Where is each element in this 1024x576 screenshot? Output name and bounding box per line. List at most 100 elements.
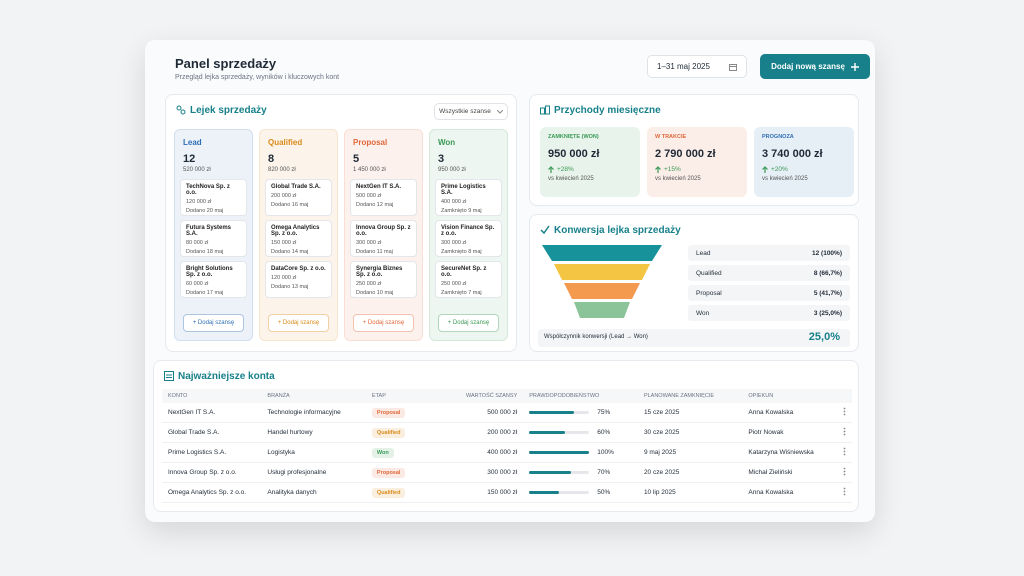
date-picker[interactable]: 1–31 maj 2025 <box>647 55 747 78</box>
add-deal-button[interactable]: + Dodaj szansę <box>268 314 329 332</box>
deal-card[interactable]: Futura Systems S.A. 80 000 zł Dodano 18 ma… <box>180 220 247 257</box>
accounts-icon <box>164 371 174 381</box>
change-value: +20% <box>771 166 788 173</box>
change-value: +28% <box>557 166 574 173</box>
cell-text: Michał Zieliński <box>748 469 793 476</box>
deal-date: Dodano 10 maj <box>356 290 394 296</box>
table-cell: 150 000 zł <box>443 482 524 503</box>
table-cell: Piotr Nowak <box>742 422 837 443</box>
calendar-icon <box>729 63 737 71</box>
probability-fill <box>529 450 590 454</box>
table-cell: Katarzyna Wiśniewska <box>742 442 837 463</box>
deal-card[interactable]: SecureNet Sp. z o.o. 250 000 zł Zamknięto … <box>435 261 502 298</box>
plus-icon <box>850 62 859 71</box>
cell-text: Analityka danych <box>267 489 317 496</box>
probability-label: 70% <box>597 469 611 476</box>
stage-value: 3 (25,0%) <box>813 309 842 317</box>
revenue-icon <box>540 105 550 115</box>
deal-card[interactable]: Bright Solutions Sp. z o.o. 60 000 zł Doda… <box>180 261 247 298</box>
row-menu[interactable] <box>837 482 852 503</box>
deal-value: 200 000 zł <box>271 193 297 199</box>
revenue-value: 2 790 000 zł <box>655 148 716 160</box>
add-deal-button[interactable]: + Dodaj szansę <box>183 314 244 332</box>
deal-name: Futura Systems S.A. <box>186 225 232 237</box>
deal-card[interactable]: Prime Logistics S.A. 400 000 zł Zamknięto … <box>435 179 502 216</box>
add-deal-button[interactable]: + Dodaj szansę <box>438 314 499 332</box>
table-cell: Anna Kowalska <box>742 403 837 423</box>
deal-card[interactable]: Omega Analytics Sp. z o.o. 150 000 zł Doda… <box>265 220 332 257</box>
row-menu[interactable] <box>837 462 852 483</box>
menu-icon <box>843 447 846 456</box>
deal-card[interactable]: Vision Finance Sp. z o.o. 300 000 zł Zamkn… <box>435 220 502 257</box>
filter-dropdown[interactable]: Wszystkie szanse <box>434 103 508 120</box>
row-menu[interactable] <box>837 422 852 443</box>
table-cell: Innova Group Sp. z o.o. <box>162 462 262 483</box>
deal-card[interactable]: NextGen IT S.A. 500 000 zł Dodano 12 maj <box>350 179 417 216</box>
stage-value: 8 (66,7%) <box>813 269 842 277</box>
deal-name: Synergia Biznes Sp. z o.o. <box>356 266 403 278</box>
table-cell: 15 cze 2025 <box>637 403 743 423</box>
table-cell: Michał Zieliński <box>742 462 837 483</box>
revenue-compare: vs kwiecień 2025 <box>548 176 594 182</box>
table-body: NextGen IT S.A. Technologie informacyjne P… <box>162 403 852 503</box>
column-amount: 950 000 zł <box>438 167 466 173</box>
revenue-card: Przychody miesięczne ZAMKNIĘTE (WON) 950 … <box>529 94 859 206</box>
add-deal-button[interactable]: + Dodaj szansę <box>353 314 414 332</box>
probability-bar <box>529 490 590 494</box>
deal-date: Dodano 20 maj <box>186 208 224 214</box>
revenue-label: ZAMKNIĘTE (WON) <box>548 134 599 140</box>
column-amount: 820 000 zł <box>268 167 296 173</box>
up-arrow <box>762 166 768 173</box>
deal-date: Dodano 18 maj <box>186 249 224 255</box>
conversion-icon <box>540 225 550 235</box>
conversion-row: Qualified 8 (66,7%) <box>688 265 850 281</box>
table-head: KONTO BRANŻA ETAP WARTOŚĆ SZANSY PRAWDOPODOB… <box>162 389 852 403</box>
pipeline-column: Won 3 950 000 zł Prime Logistics S.A. 400 00… <box>429 129 508 341</box>
accounts-title: Najważniejsze konta <box>178 371 275 382</box>
cell-text: Logistyka <box>267 449 295 456</box>
table-cell: Prime Logistics S.A. <box>162 442 262 463</box>
deal-card[interactable]: Global Trade S.A. 200 000 zł Dodano 16 maj <box>265 179 332 216</box>
deal-name: SecureNet Sp. z o.o. <box>441 266 487 278</box>
row-menu[interactable] <box>837 442 852 463</box>
menu-icon <box>843 427 846 436</box>
footer-label: Współczynnik konwersji (Lead → Won) <box>544 334 648 340</box>
deal-name: DataCore Sp. z o.o. <box>271 266 326 272</box>
table-row[interactable]: Prime Logistics S.A. Logistyka Won 400 000 … <box>162 442 852 463</box>
table-cell: Usługi profesjonalne <box>261 462 366 483</box>
stage-badge: Proposal <box>371 467 406 478</box>
deal-date: Dodano 12 maj <box>356 202 394 208</box>
cell-text: Katarzyna Wiśniewska <box>748 449 814 456</box>
deal-card[interactable]: TechNova Sp. z o.o. 120 000 zł Dodano 20 m… <box>180 179 247 216</box>
table-row[interactable]: Omega Analytics Sp. z o.o. Analityka dany… <box>162 482 852 503</box>
deal-value: 80 000 zł <box>186 240 209 246</box>
deal-value: 300 000 zł <box>441 240 467 246</box>
stage-value: 5 (41,7%) <box>813 289 842 297</box>
date-range: 1–31 maj 2025 <box>657 62 710 71</box>
table-row[interactable]: Global Trade S.A. Handel hurtowy Qualified… <box>162 422 852 443</box>
funnel-segment <box>542 245 662 261</box>
deal-date: Dodano 14 maj <box>271 249 309 255</box>
revenue-change: +28% <box>548 166 632 173</box>
table-cell: 500 000 zł <box>443 403 524 423</box>
table-cell: Proposal <box>365 462 444 483</box>
conversion-row: Lead 12 (100%) <box>688 245 850 261</box>
deal-card[interactable]: Synergia Biznes Sp. z o.o. 250 000 zł Doda… <box>350 261 417 298</box>
table-row[interactable]: NextGen IT S.A. Technologie informacyjne P… <box>162 403 852 423</box>
table-row[interactable]: Innova Group Sp. z o.o. Usługi profesjona… <box>162 462 852 483</box>
deal-card[interactable]: Innova Group Sp. z o.o. 300 000 zł Dodano … <box>350 220 417 257</box>
menu-icon <box>843 407 846 416</box>
revenue-tile: PROGNOZA 3 740 000 zł +20% vs kwiecień 2025 <box>754 127 854 197</box>
stage-badge: Proposal <box>371 407 406 418</box>
cell-text: Omega Analytics Sp. z o.o. <box>168 489 247 496</box>
row-menu[interactable] <box>837 403 852 423</box>
deal-name: Omega Analytics Sp. z o.o. <box>271 225 320 237</box>
deal-name: Bright Solutions Sp. z o.o. <box>186 266 233 278</box>
pipeline-column: Proposal 5 1 450 000 zł NextGen IT S.A. 500 … <box>344 129 423 341</box>
revenue-compare: vs kwiecień 2025 <box>655 176 701 182</box>
cell-text: 300 000 zł <box>487 469 518 476</box>
add-opportunity-button[interactable]: Dodaj nową szansę <box>760 54 870 79</box>
probability-label: 50% <box>597 489 611 496</box>
deal-card[interactable]: DataCore Sp. z o.o. 120 000 zł Dodano 13 m… <box>265 261 332 298</box>
filter-label: Wszystkie szanse <box>439 108 491 115</box>
